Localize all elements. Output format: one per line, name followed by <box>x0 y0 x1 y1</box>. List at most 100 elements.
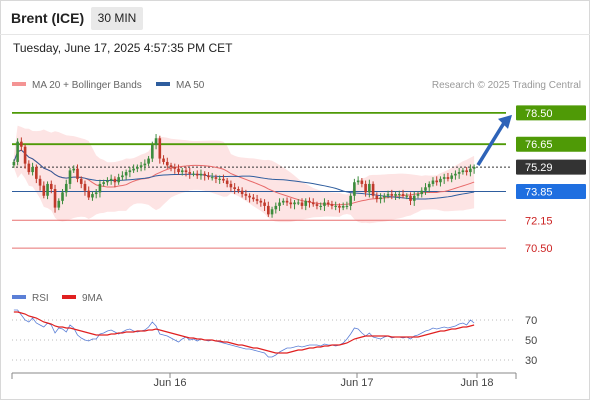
level-label-73.85: 73.85 <box>525 187 553 199</box>
timeframe-button[interactable]: 30 MIN <box>91 7 143 30</box>
candle <box>184 170 188 173</box>
candle <box>244 194 248 196</box>
candle <box>57 200 61 208</box>
candle <box>94 192 98 195</box>
candle <box>461 170 465 173</box>
level-tag-76.65 <box>516 136 586 152</box>
level-label-70.50: 70.50 <box>525 243 553 255</box>
candle <box>151 145 154 159</box>
candle <box>390 194 394 196</box>
candle <box>278 202 281 206</box>
candle <box>87 190 91 198</box>
candle <box>64 183 68 193</box>
candle <box>72 168 76 171</box>
candle <box>270 209 274 215</box>
rsi-ma-swatch <box>62 295 76 300</box>
candle <box>27 163 31 173</box>
candle <box>121 175 124 178</box>
candle <box>61 192 64 201</box>
candle <box>323 202 326 206</box>
legend-bollinger: MA 20 + Bollinger Bands <box>12 80 142 91</box>
candle <box>210 177 214 179</box>
candle <box>315 204 319 206</box>
time-tick-label: Jun 16 <box>153 377 186 389</box>
candle <box>20 141 23 147</box>
level-tag-73.85 <box>516 184 586 200</box>
level-label-75.29: 75.29 <box>525 162 553 174</box>
candle <box>397 194 401 196</box>
candle <box>420 190 424 195</box>
candle <box>338 205 341 208</box>
candle <box>330 204 334 206</box>
level-label-76.65: 76.65 <box>525 139 553 151</box>
candle <box>42 185 46 196</box>
candle <box>334 205 337 207</box>
forecast-arrowhead <box>498 114 512 129</box>
ma20-line <box>13 149 475 206</box>
level-label-78.50: 78.50 <box>525 108 553 120</box>
candle <box>368 183 371 193</box>
candle <box>248 195 251 198</box>
candle <box>345 205 349 207</box>
candle <box>281 200 285 203</box>
candle <box>386 194 390 196</box>
legend-rsi: RSI <box>12 293 49 304</box>
header-divider <box>0 34 590 35</box>
candle <box>91 194 94 198</box>
candle <box>53 189 57 208</box>
time-tick-label: Jun 17 <box>340 377 373 389</box>
candle <box>207 175 210 178</box>
legend-ma50-label: MA 50 <box>176 80 205 91</box>
candle <box>214 177 218 179</box>
rsi-swatch <box>12 295 26 300</box>
legend-rsi-label: RSI <box>32 293 49 304</box>
candle <box>341 205 345 208</box>
candle <box>255 199 259 201</box>
candle <box>158 138 162 159</box>
candle <box>68 170 72 184</box>
forecast-arrow <box>476 121 506 166</box>
candle <box>102 182 105 184</box>
candle <box>263 202 266 206</box>
candle <box>364 183 367 193</box>
candle <box>117 177 120 183</box>
candle <box>98 183 102 193</box>
candle <box>446 177 450 179</box>
candle <box>143 163 147 166</box>
candle <box>412 195 416 201</box>
candle <box>35 167 38 179</box>
candle <box>375 195 379 200</box>
candle <box>31 167 34 173</box>
candle <box>109 178 113 181</box>
candle <box>240 190 244 195</box>
candle <box>38 178 42 186</box>
candle <box>450 175 453 179</box>
candle <box>177 168 180 173</box>
candle <box>349 195 352 206</box>
candle <box>457 172 461 174</box>
candle <box>169 165 173 168</box>
time-tick-label: Jun 18 <box>460 377 493 389</box>
candle <box>218 178 221 180</box>
level-tag-78.50 <box>516 105 586 121</box>
level-tag-75.29 <box>516 159 586 175</box>
candle <box>136 167 139 169</box>
candle <box>128 170 132 173</box>
candle <box>154 138 158 146</box>
candle <box>311 202 315 205</box>
candle <box>12 161 16 166</box>
candle <box>165 161 169 166</box>
candle <box>454 173 457 176</box>
candle <box>424 187 427 191</box>
candle <box>252 197 255 200</box>
candle <box>233 187 236 189</box>
candle <box>199 173 203 176</box>
candle <box>360 180 364 184</box>
candle <box>472 167 476 169</box>
candle <box>285 200 289 203</box>
candle <box>79 178 83 184</box>
candle <box>180 170 184 173</box>
candle <box>401 194 405 196</box>
candle <box>23 146 27 164</box>
